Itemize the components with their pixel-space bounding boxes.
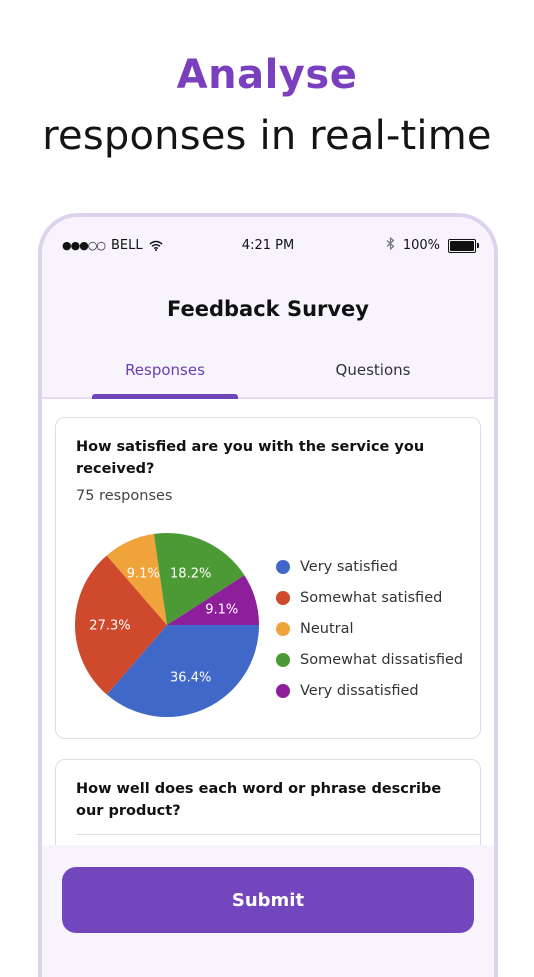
tab-responses[interactable]: Responses bbox=[125, 361, 205, 379]
pie-slice-label: 27.3% bbox=[89, 619, 130, 634]
pie-slice bbox=[74, 555, 167, 695]
question-title: How well does each word or phrase descri… bbox=[76, 781, 442, 819]
bluetooth-icon bbox=[386, 236, 395, 254]
hero-title: Analyse bbox=[176, 52, 358, 98]
battery-percent: 100% bbox=[402, 238, 440, 253]
legend-item: Very dissatisfied bbox=[276, 675, 463, 706]
status-time: 4:21 PM bbox=[241, 238, 295, 253]
battery-icon bbox=[448, 238, 479, 253]
legend-label: Somewhat satisfied bbox=[300, 589, 443, 606]
chart-legend: Very satisfied Somewhat satisfied Neutral S… bbox=[276, 551, 463, 706]
pie-slice-label: 36.4% bbox=[170, 670, 211, 685]
footer-bar: Submit bbox=[42, 845, 494, 977]
pie-slice-label: 9.1% bbox=[127, 567, 160, 582]
legend-swatch bbox=[276, 621, 290, 636]
legend-label: Very satisfied bbox=[300, 558, 398, 575]
pie-slice bbox=[106, 625, 259, 717]
legend-swatch bbox=[276, 590, 290, 605]
question-card: How satisfied are you with the service y… bbox=[55, 417, 481, 739]
divider bbox=[76, 834, 480, 835]
pie-slice bbox=[106, 533, 167, 625]
legend-item: Somewhat dissatisfied bbox=[276, 644, 463, 675]
carrier-name: BELL bbox=[111, 238, 143, 253]
legend-item: Neutral bbox=[276, 613, 463, 644]
legend-label: Neutral bbox=[300, 620, 354, 637]
pie-chart-svg: 36.4% 27.3% 9.1% 18.2% 9.1% bbox=[74, 533, 259, 717]
legend-item: Somewhat satisfied bbox=[276, 582, 463, 613]
legend-swatch bbox=[276, 559, 290, 574]
submit-button[interactable]: Submit bbox=[62, 867, 474, 933]
hero-subtitle: responses in real-time bbox=[42, 113, 492, 159]
status-bar: ●●●○○ BELL 4:21 PM 100% bbox=[42, 217, 494, 275]
status-left: ●●●○○ BELL bbox=[62, 238, 163, 253]
legend-item: Very satisfied bbox=[276, 551, 463, 582]
tab-bar: Responses Questions bbox=[42, 353, 494, 399]
response-count: 75 responses bbox=[76, 488, 173, 504]
legend-swatch bbox=[276, 652, 290, 667]
wifi-icon bbox=[149, 240, 163, 251]
active-tab-indicator bbox=[92, 394, 238, 399]
pie-slice bbox=[167, 575, 259, 625]
status-right: 100% bbox=[386, 236, 479, 254]
pie-slice-label: 9.1% bbox=[205, 602, 238, 617]
legend-swatch bbox=[276, 683, 290, 698]
legend-label: Very dissatisfied bbox=[300, 682, 419, 699]
pie-chart: 36.4% 27.3% 9.1% 18.2% 9.1% bbox=[74, 532, 260, 718]
legend-label: Somewhat dissatisfied bbox=[300, 651, 464, 668]
pie-slice bbox=[153, 533, 245, 625]
tab-questions[interactable]: Questions bbox=[335, 361, 411, 379]
question-title: How satisfied are you with the service y… bbox=[76, 439, 425, 477]
pie-slice-label: 18.2% bbox=[170, 567, 211, 582]
page-title: Feedback Survey bbox=[167, 297, 369, 321]
signal-strength: ●●●○○ bbox=[62, 239, 106, 252]
phone-frame: ●●●○○ BELL 4:21 PM 100% Feedback Surv bbox=[38, 213, 498, 977]
